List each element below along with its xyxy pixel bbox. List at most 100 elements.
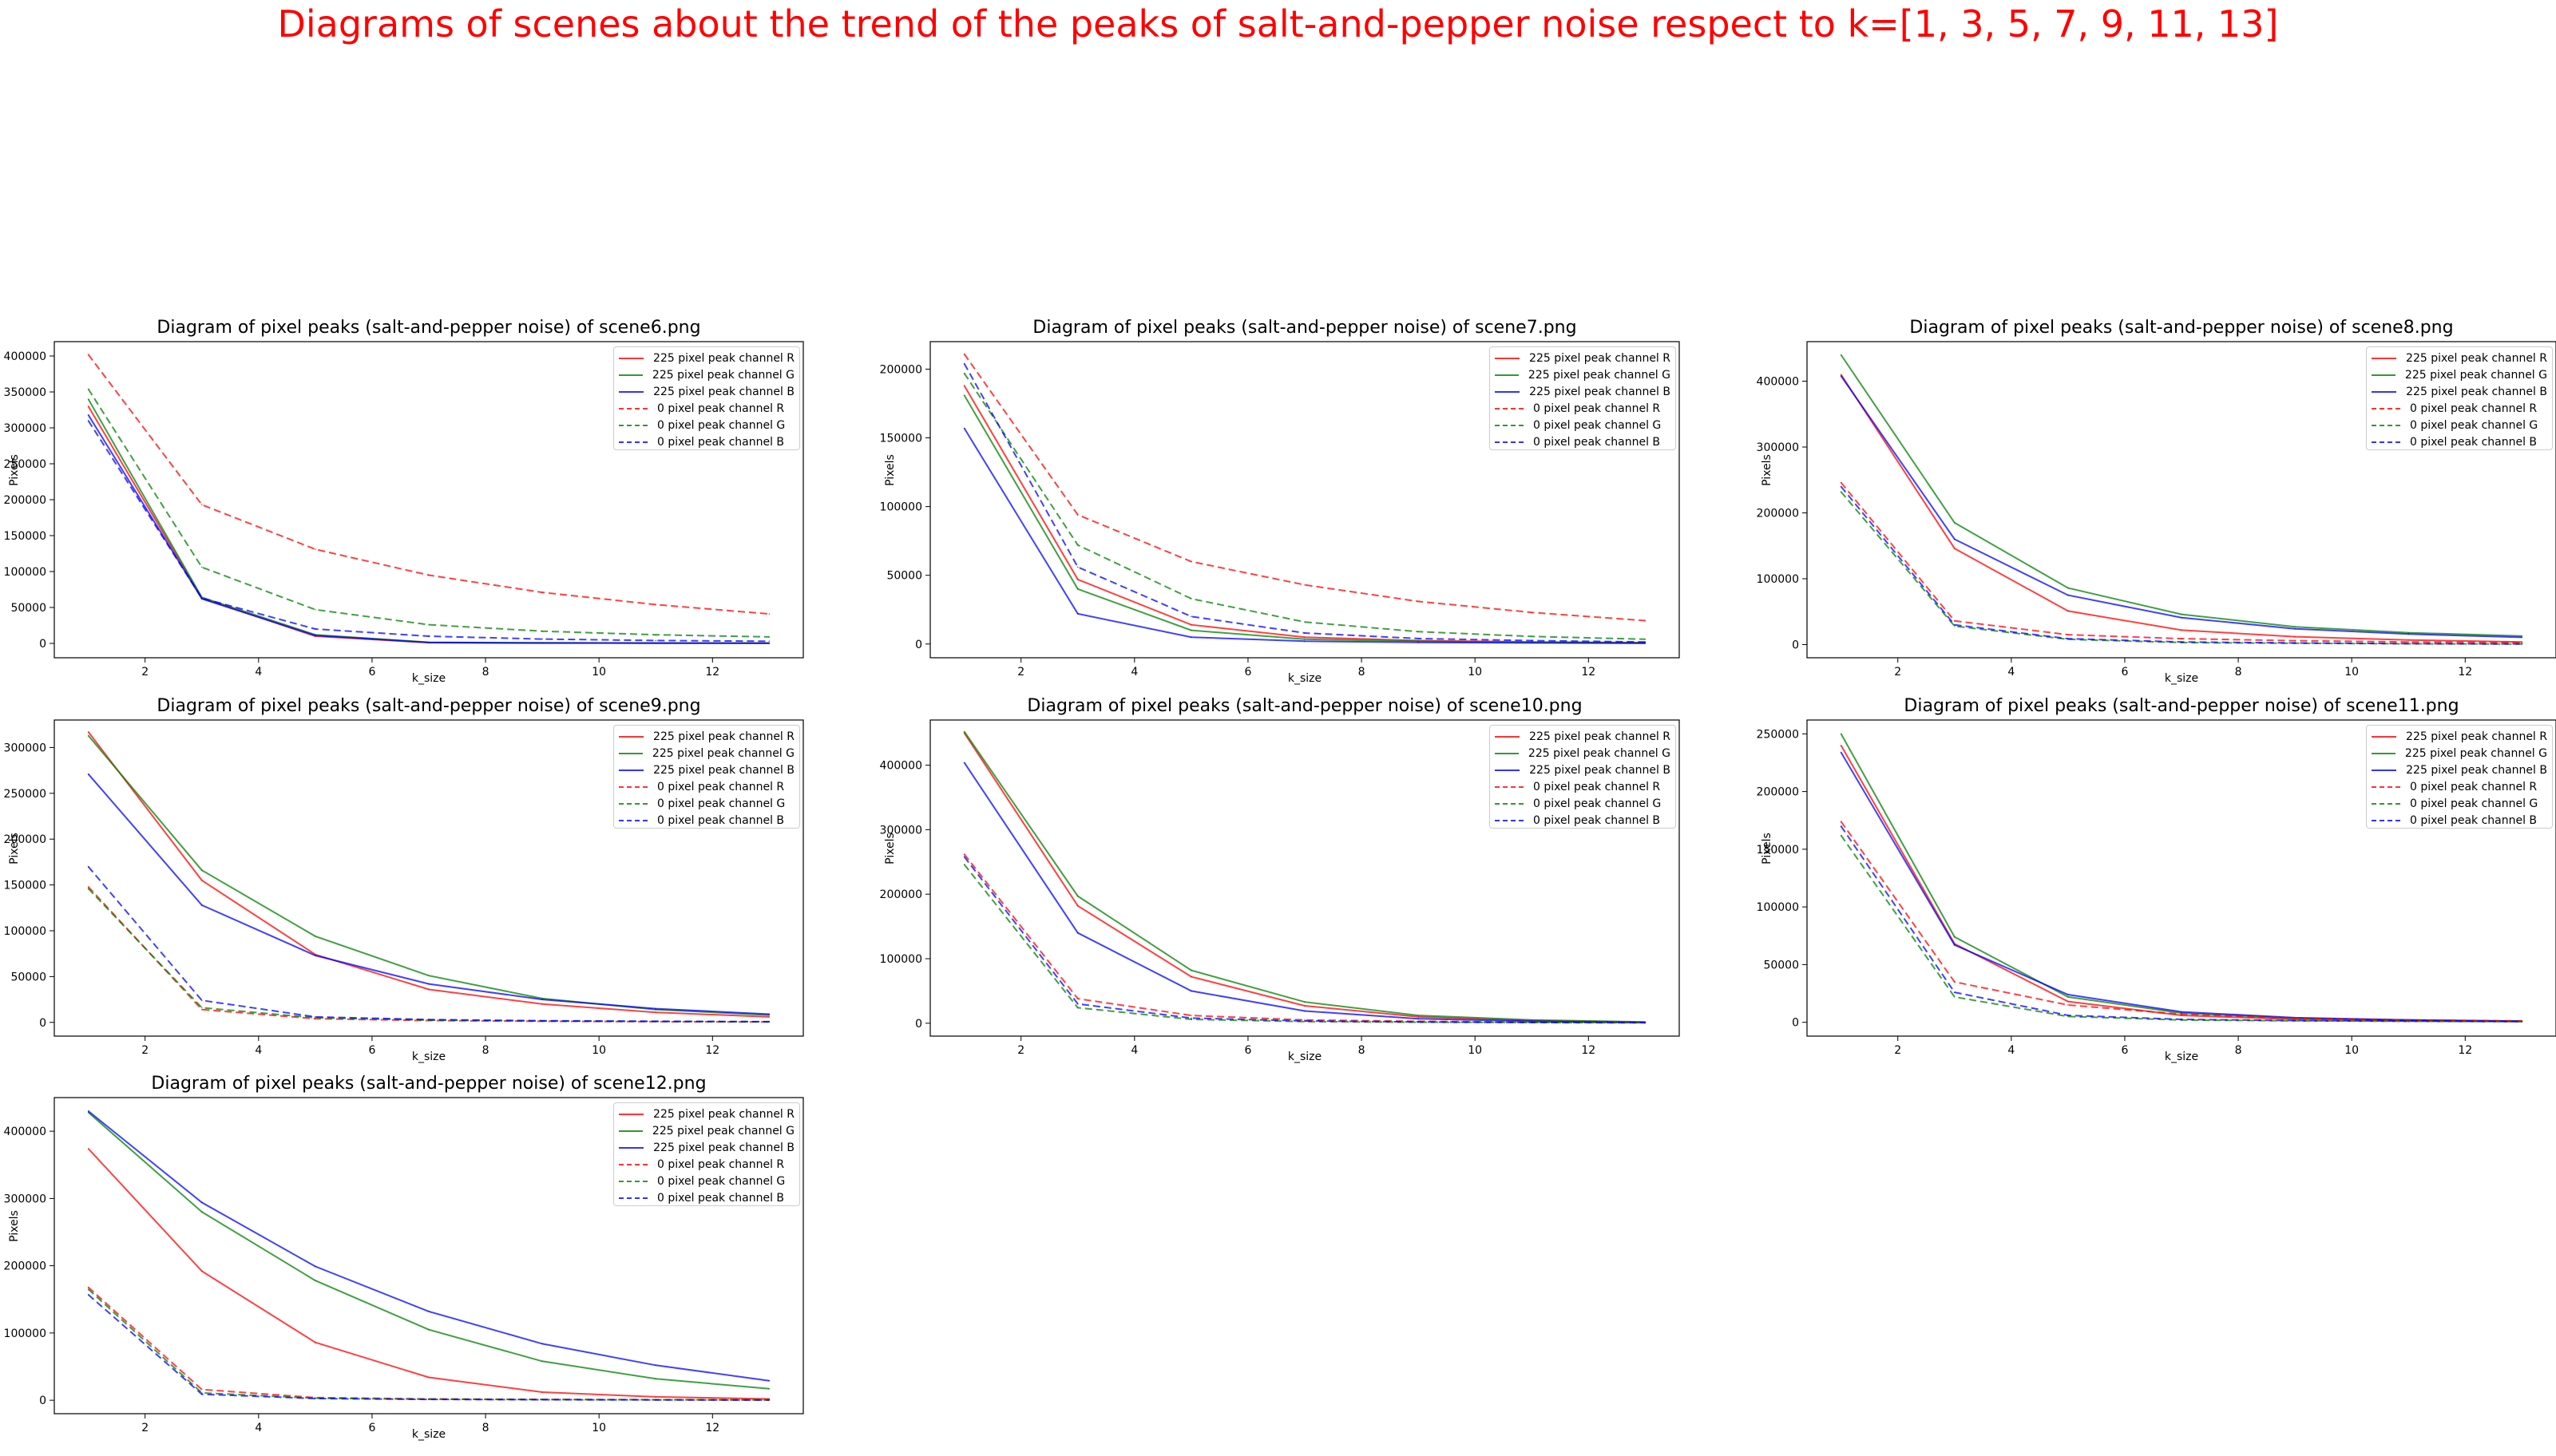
data-point xyxy=(1840,834,1842,837)
data-point xyxy=(87,734,89,737)
x-tick-label: 4 xyxy=(1131,1044,1138,1057)
data-point xyxy=(200,1007,203,1009)
x-tick-label: 6 xyxy=(368,666,375,679)
data-point xyxy=(315,1018,316,1019)
legend-label: 225 pixel peak channel B xyxy=(653,385,795,398)
subplot: Diagram of pixel peaks (salt-and-pepper … xyxy=(0,1072,804,1441)
legend-label: 225 pixel peak channel R xyxy=(653,351,795,365)
data-point xyxy=(1304,1020,1306,1022)
legend-label: 0 pixel peak channel B xyxy=(1533,813,1661,827)
x-tick-label: 2 xyxy=(1017,666,1024,679)
data-point xyxy=(2067,1015,2069,1018)
y-tick-label: 100000 xyxy=(4,925,46,938)
legend-swatch xyxy=(2372,752,2396,754)
legend-entry: 0 pixel peak channel R xyxy=(619,778,795,795)
legend-swatch xyxy=(619,735,644,738)
data-point xyxy=(1191,975,1192,978)
y-tick-label: 0 xyxy=(1792,639,1799,652)
x-tick-label: 2 xyxy=(141,1044,149,1057)
data-point xyxy=(1076,514,1079,516)
subplot-title: Diagram of pixel peaks (salt-and-pepper … xyxy=(157,318,701,338)
y-tick-label: 300000 xyxy=(4,742,46,754)
legend: 225 pixel peak channel R 225 pixel peak c… xyxy=(1489,346,1676,450)
y-tick-label: 250000 xyxy=(4,458,46,471)
data-point xyxy=(1953,522,1956,524)
legend-swatch xyxy=(619,374,643,376)
y-tick-label: 200000 xyxy=(4,833,46,846)
y-tick-label: 200000 xyxy=(880,888,922,901)
series-line xyxy=(87,1294,770,1401)
legend-entry: 0 pixel peak channel G xyxy=(619,795,795,812)
data-point xyxy=(1191,598,1192,599)
legend-swatch xyxy=(2372,769,2397,771)
y-tick-label: 300000 xyxy=(880,824,922,837)
legend-entry: 0 pixel peak channel R xyxy=(619,400,795,417)
legend-swatch xyxy=(619,441,648,443)
y-tick-label: 0 xyxy=(39,638,46,651)
y-tick-label: 100000 xyxy=(4,1327,46,1340)
x-tick-label: 6 xyxy=(368,1422,375,1434)
legend-label: 0 pixel peak channel R xyxy=(2410,780,2538,793)
x-tick-label: 4 xyxy=(255,666,262,679)
legend-swatch xyxy=(1495,407,1524,410)
legend-entry: 225 pixel peak channel B xyxy=(1495,762,1670,778)
legend-entry: 225 pixel peak channel R xyxy=(1495,350,1670,366)
data-point xyxy=(963,385,965,386)
data-point xyxy=(87,731,89,733)
data-point xyxy=(2181,613,2182,615)
x-tick-label: 8 xyxy=(1358,1044,1365,1057)
legend-swatch xyxy=(1495,441,1524,443)
data-point xyxy=(655,603,657,606)
legend-entry: 0 pixel peak channel G xyxy=(619,1173,795,1189)
data-point xyxy=(541,1343,543,1345)
data-point xyxy=(768,636,771,638)
data-point xyxy=(2067,594,2069,596)
legend-swatch xyxy=(2372,441,2400,443)
legend-entry: 0 pixel peak channel R xyxy=(1495,400,1670,417)
data-point xyxy=(2181,641,2182,643)
legend-swatch xyxy=(2372,802,2400,805)
data-point xyxy=(1840,481,1842,484)
x-tick-label: 2 xyxy=(1017,1044,1024,1057)
x-tick-label: 6 xyxy=(2121,1044,2128,1057)
x-tick-label: 10 xyxy=(592,1422,606,1434)
figure-title: Diagrams of scenes about the trend of th… xyxy=(277,2,2279,46)
plot-area: 2 4 6 8 10 12 0 100000 200000 300000 400000 xyxy=(4,1097,804,1434)
data-point xyxy=(1840,374,1842,376)
data-point xyxy=(2521,643,2523,645)
data-point xyxy=(87,888,89,889)
data-point xyxy=(315,1280,316,1281)
data-point xyxy=(315,1265,316,1268)
legend-label: 0 pixel peak channel B xyxy=(2410,813,2538,827)
data-point xyxy=(963,853,965,855)
y-tick-label: 100000 xyxy=(4,566,46,579)
y-tick-label: 150000 xyxy=(4,530,46,543)
legend: 225 pixel peak channel R 225 pixel peak c… xyxy=(2366,725,2553,829)
data-point xyxy=(541,999,543,1000)
y-tick-label: 100000 xyxy=(880,953,922,966)
subplot: Diagram of pixel peaks (salt-and-pepper … xyxy=(876,694,1680,1063)
data-point xyxy=(200,1008,203,1011)
legend-label: 0 pixel peak channel B xyxy=(657,813,785,827)
plot-area: 2 4 6 8 10 12 0 50000 100000 150000 200000 xyxy=(880,341,1680,679)
legend-entry: 0 pixel peak channel G xyxy=(1495,417,1670,433)
series-line xyxy=(87,866,770,1023)
legend-label: 0 pixel peak channel R xyxy=(1533,780,1661,793)
legend-swatch xyxy=(1495,785,1524,788)
legend-label: 0 pixel peak channel G xyxy=(1533,797,1662,810)
data-point xyxy=(315,1017,316,1019)
legend-label: 0 pixel peak channel G xyxy=(2410,797,2538,810)
x-axis-label: k_size xyxy=(2164,672,2199,685)
data-point xyxy=(87,886,89,888)
data-point xyxy=(1076,904,1079,907)
data-point xyxy=(2067,996,2069,998)
data-point xyxy=(87,388,89,390)
data-point xyxy=(963,394,965,396)
data-point xyxy=(1953,625,1956,627)
legend-entry: 0 pixel peak channel B xyxy=(2372,433,2547,450)
legend-label: 0 pixel peak channel G xyxy=(1533,418,1662,432)
data-point xyxy=(2521,642,2523,643)
data-point xyxy=(87,1294,89,1296)
data-point xyxy=(1076,998,1079,999)
data-point xyxy=(2407,633,2410,635)
